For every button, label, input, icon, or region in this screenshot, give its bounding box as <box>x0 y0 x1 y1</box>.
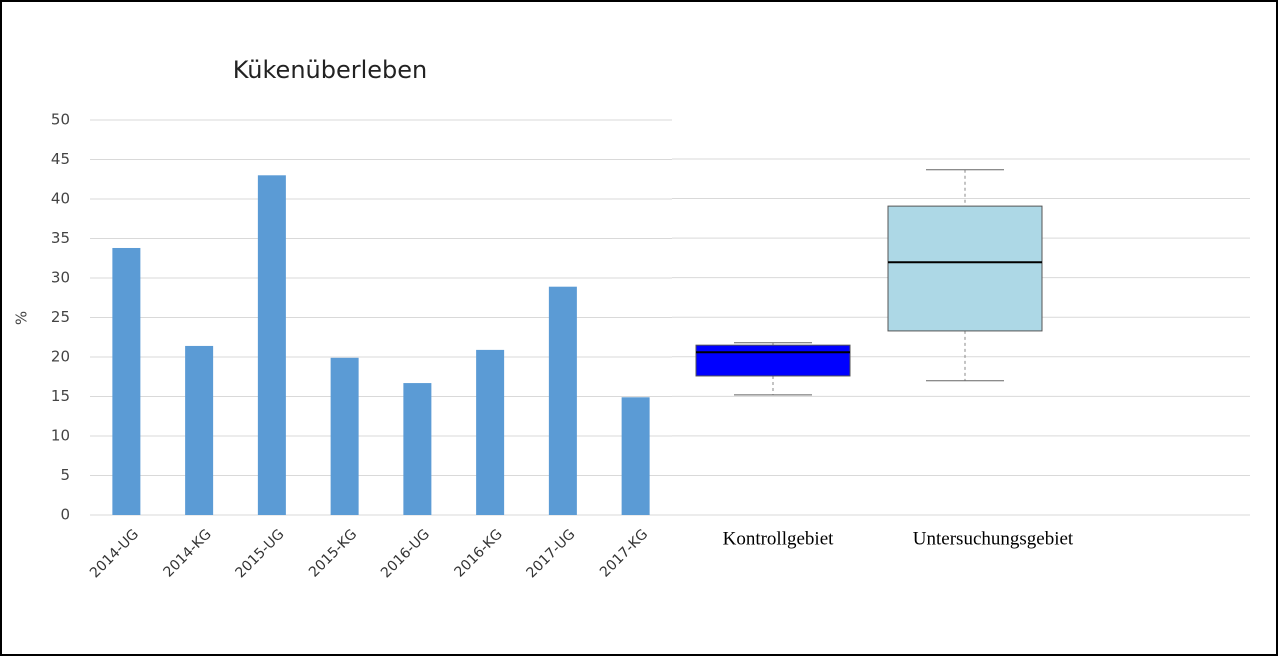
box-label: Kontrollgebiet <box>723 528 835 549</box>
bar <box>112 247 141 516</box>
y-tick-label: 10 <box>51 427 70 445</box>
y-tick-label: 30 <box>51 269 70 287</box>
bar <box>185 345 214 515</box>
y-tick-label: 15 <box>51 387 70 405</box>
y-axis-label: % <box>13 311 31 325</box>
bar <box>621 397 650 515</box>
y-tick-label: 20 <box>51 348 70 366</box>
bar <box>476 349 505 515</box>
box <box>887 205 1043 332</box>
y-tick-label: 0 <box>60 506 70 524</box>
y-tick-label: 50 <box>51 111 70 129</box>
box-label: Untersuchungsgebiet <box>913 528 1074 549</box>
chart-title: Kükenüberleben <box>233 56 428 84</box>
box <box>695 344 851 377</box>
bar <box>257 175 286 516</box>
y-tick-label: 45 <box>51 150 70 168</box>
y-tick-label: 5 <box>60 466 70 484</box>
y-tick-label: 25 <box>51 308 70 326</box>
bar <box>330 357 359 515</box>
y-tick-label: 40 <box>51 190 70 208</box>
bar <box>403 383 432 515</box>
bar <box>548 286 577 515</box>
y-tick-label: 35 <box>51 229 70 247</box>
